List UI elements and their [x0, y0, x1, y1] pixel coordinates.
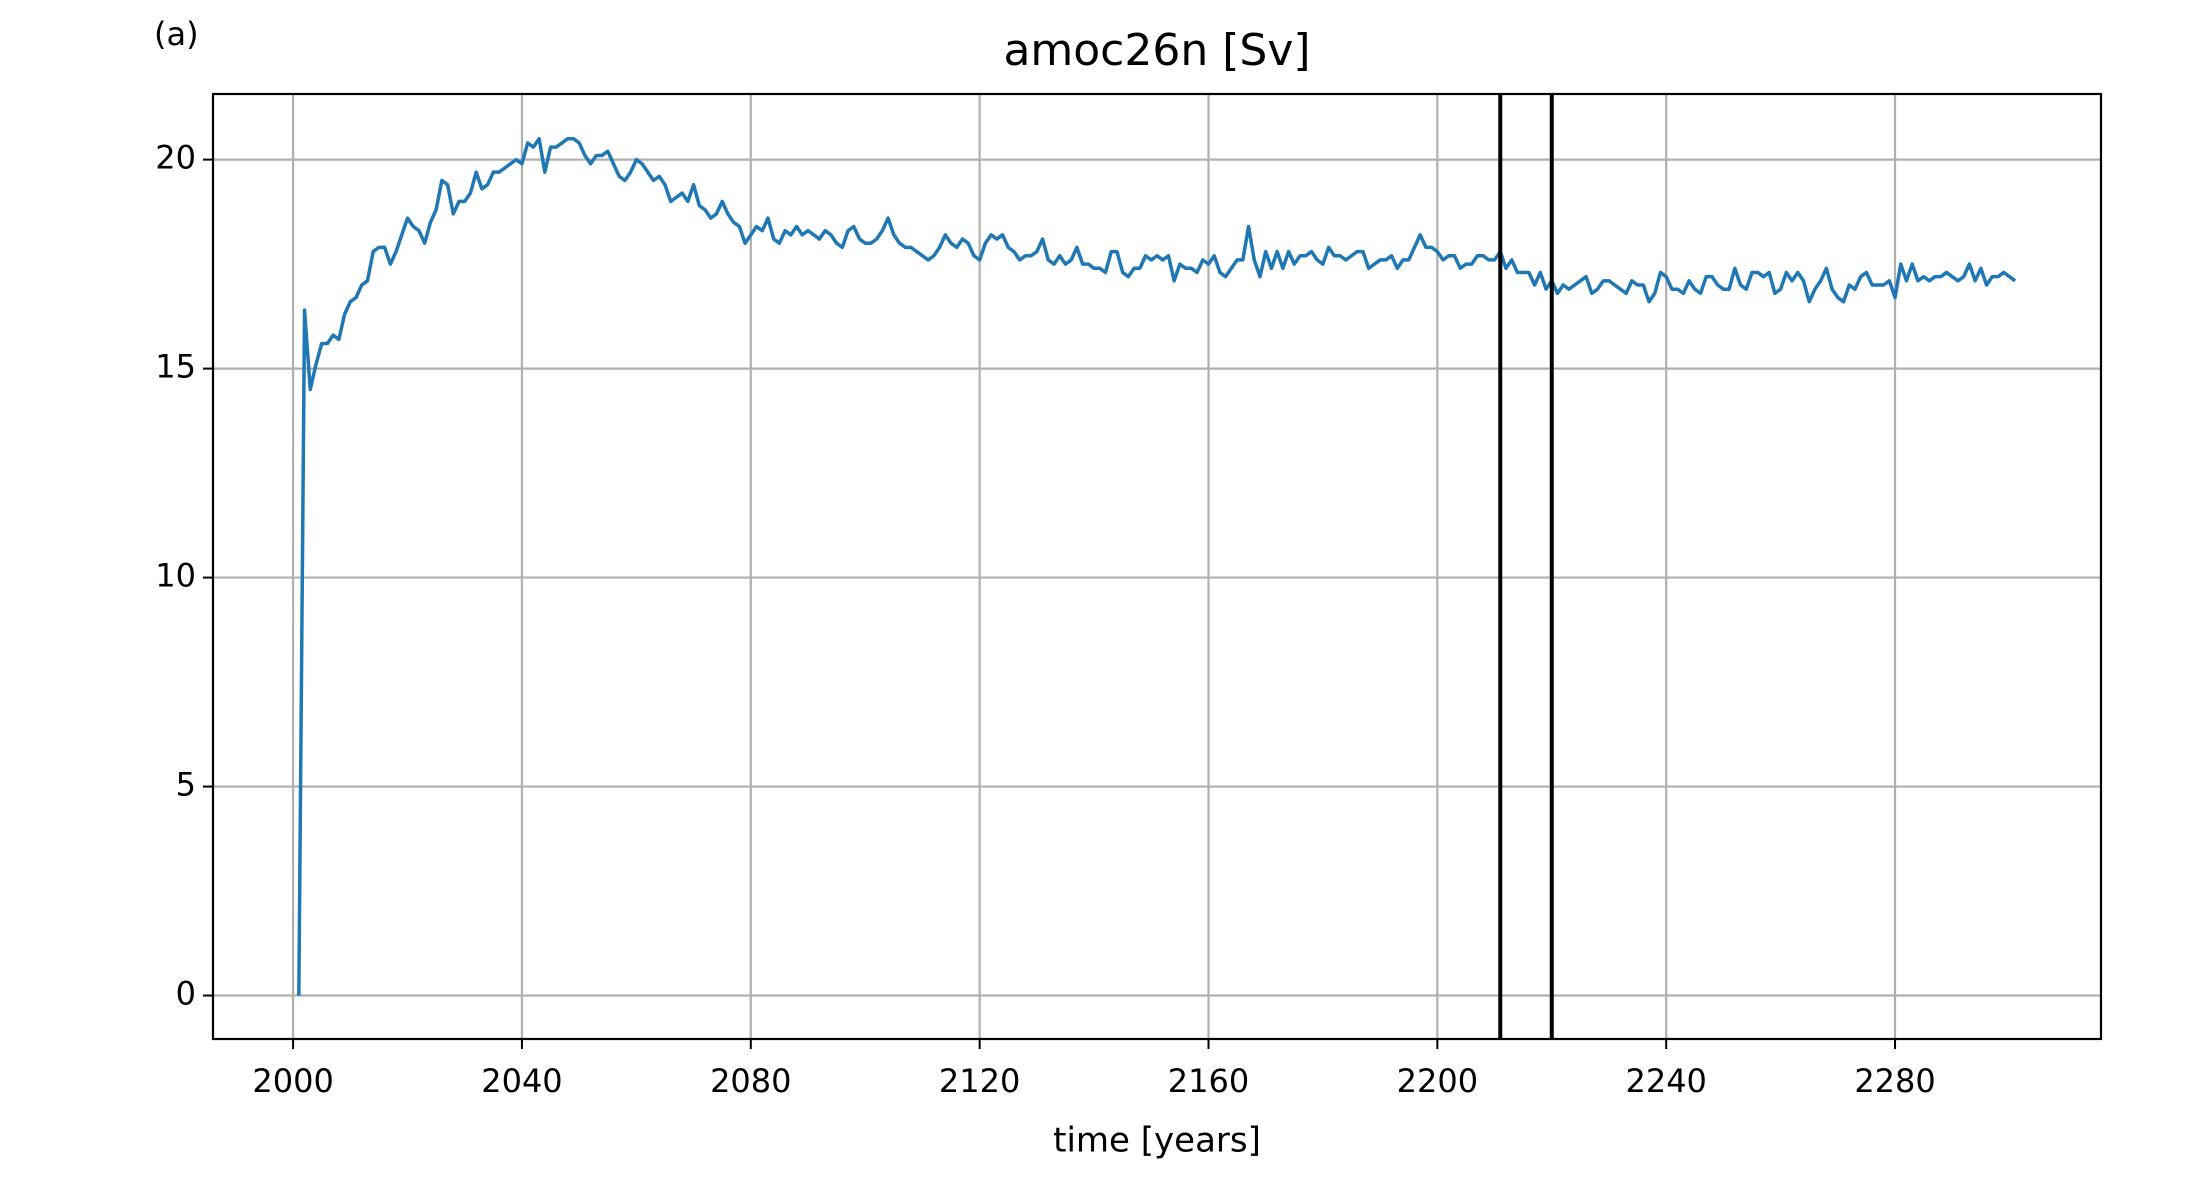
x-tick-label: 2000	[252, 1062, 333, 1100]
y-tick-label: 5	[176, 766, 196, 804]
x-tick-label: 2280	[1854, 1062, 1935, 1100]
y-tick-label: 15	[155, 348, 196, 386]
x-tick-label: 2160	[1168, 1062, 1249, 1100]
y-tick-label: 10	[155, 557, 196, 595]
y-tick-label: 0	[176, 975, 196, 1013]
panel-label: (a)	[154, 15, 199, 53]
x-tick-label: 2240	[1625, 1062, 1706, 1100]
y-tick-label: 20	[155, 139, 196, 177]
x-tick-label: 2040	[481, 1062, 562, 1100]
x-tick-label: 2080	[710, 1062, 791, 1100]
x-tick-label: 2120	[939, 1062, 1020, 1100]
data-line	[297, 136, 2017, 996]
chart-title: amoc26n [Sv]	[1003, 25, 1310, 76]
x-tick-label: 2200	[1397, 1062, 1478, 1100]
plot-frame	[211, 92, 2103, 1041]
x-axis-label: time [years]	[1053, 1121, 1261, 1161]
